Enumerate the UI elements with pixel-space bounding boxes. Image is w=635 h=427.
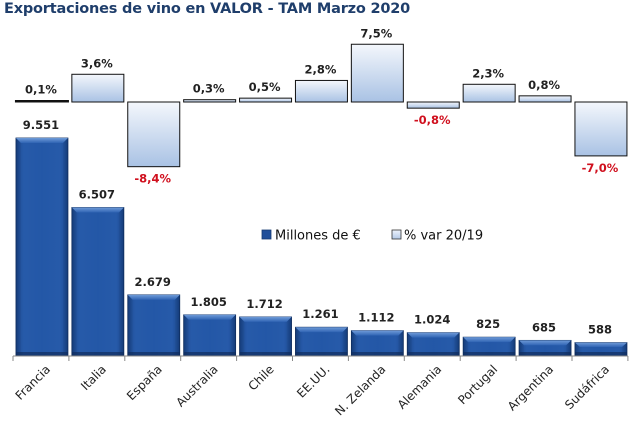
value-bar-españa	[127, 294, 181, 357]
pct-label-españa: -8,4%	[134, 172, 171, 186]
value-bar-n-zelanda	[350, 330, 404, 357]
value-bar-italia	[71, 207, 125, 357]
value-label-italia: 6.507	[79, 187, 115, 201]
pct-label-ee-uu: 2,8%	[304, 62, 336, 76]
pct-label-francia: 0,1%	[25, 83, 57, 97]
value-label-ee-uu: 1.261	[302, 307, 338, 321]
pct-bar-alemania	[406, 101, 460, 109]
pct-bar-italia	[71, 73, 125, 103]
pct-label-italia: 3,6%	[81, 56, 113, 70]
category-label-italia: Italia	[78, 362, 109, 393]
pct-bar-n-zelanda	[350, 43, 404, 103]
legend-swatch-millones	[261, 229, 272, 240]
value-bar-francia	[15, 137, 69, 357]
legend: Millones de € % var 20/19	[261, 229, 483, 244]
category-label-sudáfrica: Sudáfrica	[562, 362, 612, 412]
value-label-sudáfrica: 588	[588, 323, 612, 337]
value-label-chile: 1.712	[246, 297, 282, 311]
pct-bar-sudáfrica	[574, 101, 628, 157]
legend-label-pct: % var 20/19	[404, 229, 483, 244]
legend-swatch-pct	[391, 229, 402, 240]
value-bar-ee-uu	[295, 326, 348, 357]
category-label-australia: Australia	[173, 362, 220, 409]
pct-label-argentina: 0,8%	[528, 78, 560, 92]
value-label-argentina: 685	[532, 320, 556, 334]
value-label-francia: 9.551	[23, 118, 59, 132]
pct-bar-argentina	[518, 95, 572, 103]
pct-bar-chile	[239, 97, 293, 103]
legend-label-millones: Millones de €	[275, 229, 361, 244]
category-label-portugal: Portugal	[455, 362, 500, 407]
category-label-españa: España	[124, 362, 165, 403]
category-label-ee-uu: EE.UU.	[294, 362, 332, 400]
pct-bar-portugal	[462, 83, 516, 103]
pct-label-n-zelanda: 7,5%	[360, 26, 392, 40]
pct-bar-ee-uu	[294, 79, 348, 103]
category-label-argentina: Argentina	[505, 362, 556, 413]
value-label-n-zelanda: 1.112	[358, 311, 394, 325]
value-bar-australia	[183, 314, 237, 357]
value-bar-chile	[239, 316, 292, 357]
value-bar-argentina	[518, 339, 572, 357]
pct-label-australia: 0,3%	[193, 82, 225, 96]
pct-label-chile: 0,5%	[249, 80, 281, 94]
category-label-n-zelanda: N. Zelanda	[332, 362, 388, 418]
pct-label-alemania: -0,8%	[414, 113, 451, 127]
value-label-portugal: 825	[476, 317, 500, 331]
category-label-francia: Francia	[13, 362, 53, 402]
pct-label-portugal: 2,3%	[472, 66, 504, 80]
value-label-alemania: 1.024	[414, 313, 450, 327]
pct-bar-australia	[183, 99, 237, 103]
value-bar-portugal	[462, 336, 516, 357]
pct-bar-españa	[127, 101, 181, 168]
value-label-españa: 2.679	[135, 275, 171, 289]
category-label-chile: Chile	[246, 362, 277, 393]
value-label-australia: 1.805	[190, 295, 226, 309]
pct-label-sudáfrica: -7,0%	[582, 161, 619, 175]
category-label-alemania: Alemania	[395, 362, 445, 412]
value-bar-sudáfrica	[574, 342, 628, 357]
pct-bar-francia	[14, 100, 69, 103]
chart-title: Exportaciones de vino en VALOR - TAM Mar…	[4, 1, 411, 17]
value-bar-alemania	[406, 332, 460, 357]
